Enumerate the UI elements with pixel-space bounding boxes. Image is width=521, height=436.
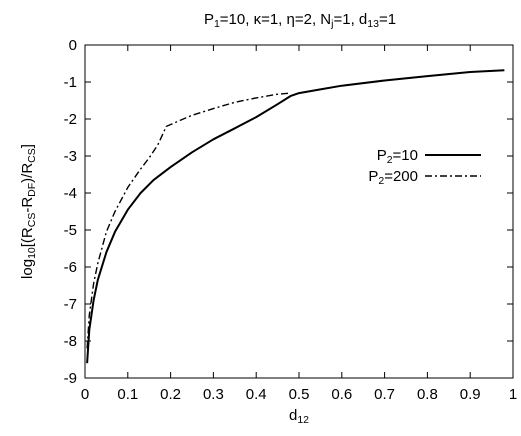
series-line-1 bbox=[86, 69, 505, 364]
y-tick-label: 0 bbox=[69, 37, 77, 54]
x-tick-label: 1 bbox=[509, 386, 517, 403]
y-axis-ticks: 0 -1 -2 -3 -4 -5 -6 -7 -8 -9 bbox=[64, 37, 513, 387]
y-tick-label: -2 bbox=[64, 111, 77, 128]
y-tick-label: -7 bbox=[64, 296, 77, 313]
chart-title-text: P1=10, κ=1, η=2, Nj=1, d13=1 bbox=[204, 11, 396, 30]
x-axis-ticks: 0 0.1 0.2 0.3 0.4 0.5 0.6 0.7 0.8 0.9 1 bbox=[81, 45, 517, 403]
legend-label-1: P2=10 bbox=[377, 147, 418, 166]
x-tick-label: 0.5 bbox=[289, 386, 310, 403]
x-axis-label-text: d12 bbox=[289, 407, 309, 426]
y-tick-label: -4 bbox=[64, 185, 77, 202]
x-tick-label: 0.3 bbox=[203, 386, 224, 403]
x-tick-label: 0.7 bbox=[374, 386, 395, 403]
y-tick-label: -6 bbox=[64, 259, 77, 276]
y-tick-label: -9 bbox=[64, 370, 77, 387]
x-tick-label: 0.9 bbox=[460, 386, 481, 403]
x-axis-label: d12 bbox=[289, 407, 309, 426]
y-tick-label: -1 bbox=[64, 74, 77, 91]
x-tick-label: 0.2 bbox=[160, 386, 181, 403]
legend-label-2: P2=200 bbox=[368, 168, 418, 187]
x-tick-label: 0.1 bbox=[117, 386, 138, 403]
plot-frame bbox=[84, 44, 514, 379]
y-axis-label-text: log10[(RCS-RDF)/RCS] bbox=[19, 144, 38, 279]
series bbox=[86, 69, 505, 364]
x-tick-label: 0.8 bbox=[417, 386, 438, 403]
y-axis-label: log10[(RCS-RDF)/RCS] bbox=[19, 144, 38, 279]
legend: P2=10 P2=200 bbox=[368, 147, 481, 187]
chart-title: P1=10, κ=1, η=2, Nj=1, d13=1 bbox=[204, 11, 396, 30]
y-tick-label: -3 bbox=[64, 148, 77, 165]
x-tick-label: 0 bbox=[81, 386, 89, 403]
y-tick-label: -5 bbox=[64, 222, 77, 239]
x-tick-label: 0.6 bbox=[331, 386, 352, 403]
series-line-2 bbox=[86, 92, 291, 349]
axes bbox=[84, 44, 514, 379]
y-tick-label: -8 bbox=[64, 333, 77, 350]
x-tick-label: 0.4 bbox=[246, 386, 267, 403]
